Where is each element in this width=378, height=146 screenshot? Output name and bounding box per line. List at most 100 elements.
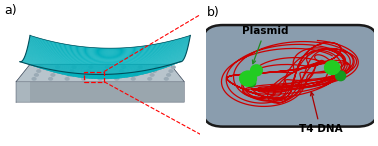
Ellipse shape — [251, 65, 262, 76]
Polygon shape — [24, 57, 185, 78]
Polygon shape — [122, 47, 134, 78]
Polygon shape — [164, 39, 177, 67]
Polygon shape — [22, 61, 182, 79]
Circle shape — [65, 77, 70, 81]
Polygon shape — [108, 48, 121, 79]
Circle shape — [34, 73, 39, 77]
Polygon shape — [20, 35, 33, 63]
Polygon shape — [92, 48, 105, 79]
Polygon shape — [63, 45, 76, 76]
Polygon shape — [22, 61, 183, 79]
Polygon shape — [143, 44, 156, 74]
Polygon shape — [130, 46, 142, 77]
Polygon shape — [52, 44, 65, 73]
Polygon shape — [23, 60, 183, 79]
Polygon shape — [23, 59, 184, 79]
Circle shape — [164, 77, 169, 81]
Polygon shape — [73, 47, 86, 77]
Polygon shape — [153, 42, 166, 71]
Polygon shape — [16, 82, 30, 102]
Polygon shape — [24, 58, 184, 79]
Polygon shape — [167, 39, 180, 67]
Circle shape — [131, 77, 136, 81]
Polygon shape — [175, 36, 187, 64]
Polygon shape — [124, 47, 137, 77]
Text: b): b) — [207, 6, 220, 19]
Polygon shape — [60, 45, 73, 75]
Polygon shape — [27, 48, 188, 67]
Polygon shape — [22, 61, 182, 78]
Polygon shape — [29, 42, 189, 60]
Polygon shape — [28, 45, 188, 64]
Polygon shape — [29, 41, 189, 57]
Polygon shape — [138, 45, 150, 75]
Circle shape — [86, 69, 91, 73]
Polygon shape — [28, 46, 188, 65]
Polygon shape — [21, 62, 181, 77]
Polygon shape — [29, 42, 189, 59]
Circle shape — [88, 65, 93, 69]
Circle shape — [166, 73, 171, 77]
Polygon shape — [28, 45, 189, 63]
Polygon shape — [113, 48, 126, 79]
Circle shape — [121, 65, 126, 69]
Polygon shape — [25, 37, 38, 65]
Polygon shape — [22, 61, 183, 79]
Polygon shape — [42, 41, 54, 70]
Polygon shape — [84, 48, 97, 79]
Polygon shape — [71, 46, 84, 77]
Polygon shape — [21, 61, 182, 78]
Polygon shape — [55, 44, 67, 74]
Polygon shape — [28, 46, 188, 65]
Polygon shape — [25, 55, 186, 76]
Polygon shape — [132, 46, 145, 76]
Polygon shape — [27, 48, 187, 68]
Bar — [84, 72, 104, 82]
Circle shape — [53, 69, 58, 73]
Polygon shape — [140, 45, 153, 74]
Polygon shape — [21, 62, 181, 78]
Polygon shape — [26, 52, 187, 73]
Polygon shape — [20, 62, 181, 76]
Polygon shape — [146, 44, 158, 73]
Polygon shape — [90, 48, 102, 79]
Polygon shape — [24, 58, 184, 78]
Polygon shape — [111, 48, 124, 79]
Polygon shape — [44, 42, 57, 71]
Polygon shape — [20, 62, 181, 75]
Circle shape — [116, 73, 122, 77]
Polygon shape — [178, 35, 190, 63]
Polygon shape — [170, 38, 182, 66]
Circle shape — [48, 77, 53, 81]
Polygon shape — [76, 47, 89, 78]
Polygon shape — [22, 61, 183, 79]
Polygon shape — [39, 41, 51, 69]
Polygon shape — [16, 82, 184, 102]
Polygon shape — [21, 62, 181, 77]
Circle shape — [138, 65, 143, 69]
Polygon shape — [29, 41, 189, 58]
Circle shape — [71, 65, 77, 69]
Circle shape — [67, 73, 72, 77]
Polygon shape — [23, 59, 184, 79]
Polygon shape — [24, 58, 184, 78]
Polygon shape — [23, 60, 183, 79]
Polygon shape — [36, 40, 49, 68]
Polygon shape — [16, 64, 184, 82]
Circle shape — [31, 77, 37, 81]
Polygon shape — [26, 53, 186, 73]
Polygon shape — [100, 48, 113, 79]
Polygon shape — [148, 43, 161, 72]
Polygon shape — [127, 46, 139, 77]
Polygon shape — [33, 39, 46, 67]
Circle shape — [84, 73, 88, 77]
Circle shape — [152, 69, 157, 73]
Polygon shape — [26, 53, 186, 74]
Polygon shape — [28, 47, 188, 67]
Polygon shape — [25, 56, 185, 77]
Polygon shape — [79, 47, 91, 78]
Polygon shape — [65, 46, 78, 76]
Polygon shape — [27, 50, 187, 70]
Polygon shape — [24, 58, 184, 78]
Polygon shape — [26, 54, 186, 74]
